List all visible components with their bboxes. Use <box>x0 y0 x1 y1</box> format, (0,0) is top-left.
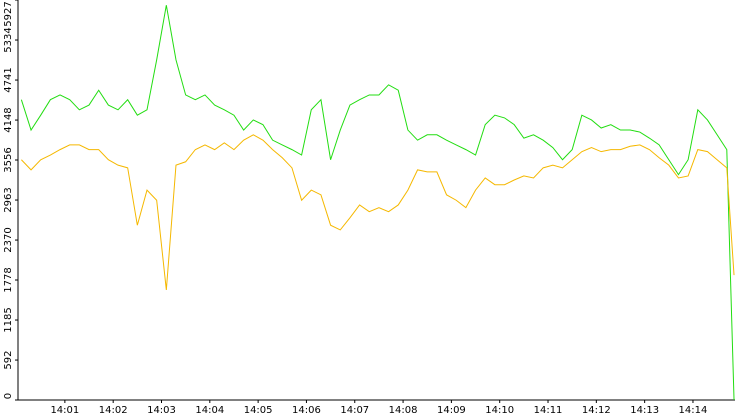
y-tick-label: 5334 <box>3 27 14 52</box>
x-tick-label: 14:14 <box>679 405 708 415</box>
y-tick-label: 0 <box>3 393 14 399</box>
y-tick-label: 2370 <box>3 227 14 252</box>
y-tick-label: 4148 <box>3 107 14 132</box>
x-tick-label: 14:02 <box>99 405 128 415</box>
x-tick-label: 14:06 <box>292 405 321 415</box>
x-tick-label: 14:13 <box>630 405 659 415</box>
x-tick-label: 14:04 <box>195 405 224 415</box>
y-tick-label: 592 <box>3 351 14 370</box>
y-tick-label: 4741 <box>3 67 14 92</box>
y-tick-label: 5927 <box>3 1 14 26</box>
x-tick-label: 14:05 <box>244 405 273 415</box>
x-tick-label: 14:12 <box>582 405 611 415</box>
y-tick-label: 1778 <box>3 267 14 292</box>
x-tick-label: 14:01 <box>50 405 79 415</box>
y-tick-label: 3556 <box>3 147 14 172</box>
x-tick-label: 14:07 <box>340 405 369 415</box>
y-tick-label: 2963 <box>3 187 14 212</box>
series-line <box>20 5 735 401</box>
x-tick-label: 14:10 <box>485 405 514 415</box>
series-line <box>21 134 735 291</box>
x-tick-label: 14:11 <box>534 405 563 415</box>
x-tick-label: 14:09 <box>437 405 466 415</box>
y-tick-label: 1185 <box>3 307 14 332</box>
x-tick-label: 14:08 <box>389 405 418 415</box>
x-tick-label: 14:03 <box>147 405 176 415</box>
